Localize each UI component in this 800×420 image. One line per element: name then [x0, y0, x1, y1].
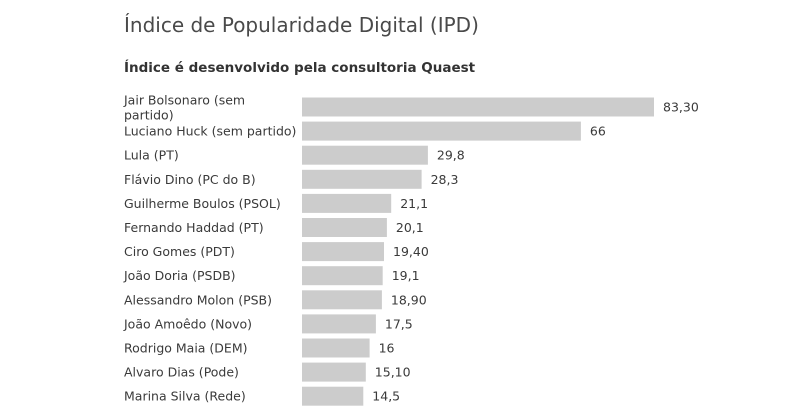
- bar-3: [302, 169, 422, 189]
- bar-12: [302, 386, 364, 406]
- value-label-9: 17,5: [385, 316, 413, 331]
- value-label-11: 15,10: [375, 365, 411, 380]
- bar-6: [302, 242, 384, 262]
- value-label-5: 20,1: [396, 220, 424, 235]
- value-label-6: 19,40: [393, 244, 429, 259]
- value-label-0: 83,30: [663, 100, 699, 115]
- bar-0: [302, 97, 654, 117]
- category-label-10: Rodrigo Maia (DEM): [124, 341, 248, 356]
- bar-9: [302, 314, 376, 334]
- category-label-4: Guilherme Boulos (PSOL): [124, 196, 281, 211]
- category-label-1: Luciano Huck (sem partido): [124, 124, 296, 139]
- bar-8: [302, 290, 382, 310]
- bar-7: [302, 266, 383, 286]
- bar-1: [302, 121, 581, 141]
- value-label-4: 21,1: [400, 196, 428, 211]
- category-label-7: João Doria (PSDB): [123, 268, 236, 283]
- category-label-3: Flávio Dino (PC do B): [124, 172, 256, 187]
- category-label-11: Alvaro Dias (Pode): [124, 365, 239, 380]
- category-label-5: Fernando Haddad (PT): [124, 220, 264, 235]
- bar-5: [302, 218, 387, 237]
- chart-title: Índice de Popularidade Digital (IPD): [124, 13, 479, 37]
- category-label-6: Ciro Gomes (PDT): [124, 244, 235, 259]
- category-label-8: Alessandro Molon (PSB): [124, 292, 272, 307]
- value-label-8: 18,90: [391, 292, 427, 307]
- category-label-2: Lula (PT): [124, 148, 179, 163]
- bar-11: [302, 362, 366, 382]
- category-label-0: Jair Bolsonaro (sem partido): [123, 93, 245, 123]
- value-label-10: 16: [379, 341, 395, 356]
- value-label-12: 14,5: [372, 389, 400, 404]
- value-label-2: 29,8: [437, 148, 465, 163]
- value-label-3: 28,3: [431, 172, 459, 187]
- bar-2: [302, 145, 428, 165]
- value-label-1: 66: [590, 124, 606, 139]
- value-label-7: 19,1: [392, 268, 420, 283]
- category-label-12: Marina Silva (Rede): [124, 389, 246, 404]
- bar-10: [302, 338, 370, 358]
- category-label-9: João Amoêdo (Novo): [123, 316, 252, 331]
- chart-subtitle: Índice é desenvolvido pela consultoria Q…: [124, 60, 476, 76]
- bar-4: [302, 193, 392, 213]
